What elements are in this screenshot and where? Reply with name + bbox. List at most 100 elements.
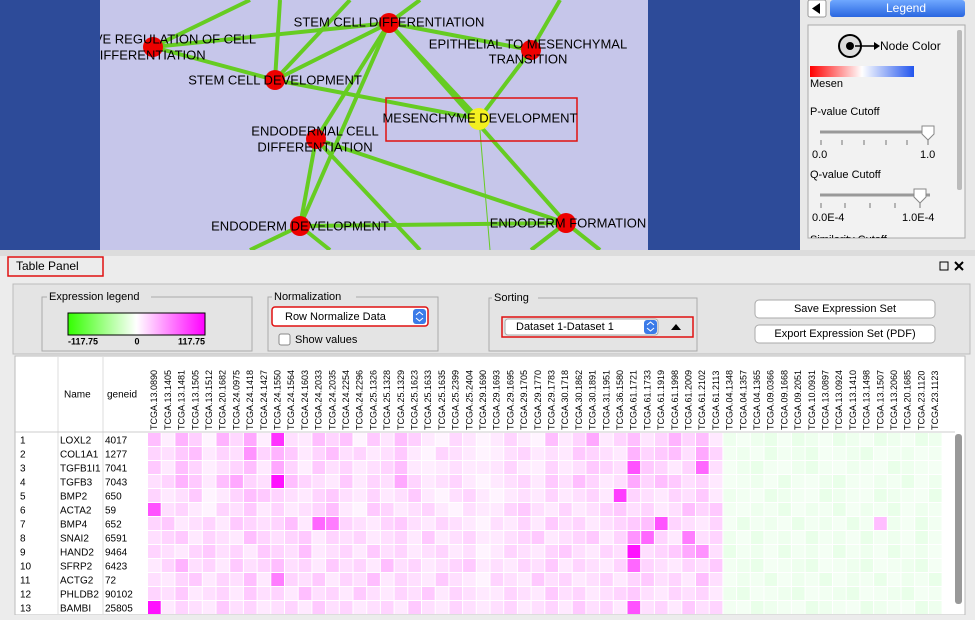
heatmap-cell [353, 559, 367, 572]
edge [152, 21, 390, 49]
node[interactable] [265, 70, 285, 90]
heatmap-cell [408, 447, 421, 460]
heatmap-cell [600, 461, 613, 474]
node[interactable] [290, 216, 310, 236]
heatmap-cell [298, 447, 312, 460]
heatmap-cell [476, 545, 490, 558]
node[interactable] [521, 40, 541, 60]
node-label: STEM CELL DEVELOPMENT [188, 72, 362, 87]
heatmap-cell [682, 447, 695, 460]
gene-name: BMP2 [60, 492, 88, 503]
column-header: TCGA.29.1695 [505, 370, 515, 430]
save-button[interactable] [754, 299, 936, 319]
edge [274, 78, 480, 121]
heatmap-cell [394, 447, 408, 460]
heatmap-cell [641, 475, 654, 488]
edge [273, 0, 282, 81]
heatmap-cell [778, 503, 791, 516]
table-scrollbar[interactable] [955, 434, 962, 604]
legend-scrollbar[interactable] [957, 30, 962, 190]
heatmap-cell [696, 559, 709, 572]
column-header: TCGA.36.1580 [615, 370, 625, 430]
column-header: TCGA.29.1693 [492, 370, 502, 430]
edge [477, 48, 533, 121]
row-index: 4 [20, 478, 26, 489]
heatmap-cell [517, 545, 531, 558]
heatmap-cell [915, 447, 928, 460]
heatmap-cell [600, 475, 613, 488]
node[interactable] [306, 129, 326, 149]
heatmap-cell [285, 447, 298, 460]
heatmap-cell [175, 587, 189, 600]
heatmap-cell [490, 433, 504, 446]
heatmap-cell [791, 601, 805, 614]
heatmap-cell [161, 475, 175, 488]
row-index: 6 [20, 506, 26, 517]
heatmap-cell [298, 489, 312, 502]
heatmap-cell [243, 531, 257, 544]
heatmap-cell [408, 503, 421, 516]
node[interactable] [143, 37, 163, 57]
heatmap-cell [463, 489, 476, 502]
qvalue-thumb[interactable] [913, 188, 927, 204]
heatmap-cell [449, 573, 463, 586]
heatmap-cell [490, 503, 504, 516]
float-button[interactable] [939, 261, 949, 271]
heatmap-cell [463, 573, 476, 586]
heatmap-cell [668, 559, 682, 572]
heatmap-cell [586, 573, 600, 586]
heatmap-cell [860, 503, 874, 516]
splitter[interactable] [0, 250, 975, 256]
heatmap-cell [805, 573, 819, 586]
close-button[interactable] [954, 261, 964, 271]
heatmap-cell [202, 475, 216, 488]
heatmap-cell [887, 503, 901, 516]
heatmap-cell [641, 601, 654, 614]
heatmap-cell [846, 461, 860, 474]
heatmap-cell [161, 587, 175, 600]
heatmap-cell [791, 461, 805, 474]
heatmap-cell [435, 545, 449, 558]
heatmap-cell [326, 587, 339, 600]
heatmap-cell [600, 545, 613, 558]
pvalue-thumb[interactable] [921, 125, 935, 141]
heatmap-cell [928, 601, 942, 614]
heatmap-cell [613, 517, 627, 530]
heatmap-cell [545, 517, 558, 530]
node[interactable] [556, 213, 576, 233]
column-header: TCGA.24.1564 [286, 370, 296, 430]
expression-mid: 0 [134, 336, 139, 346]
export-button[interactable] [754, 324, 936, 344]
gene-id: 7041 [105, 464, 128, 475]
heatmap-cell [271, 545, 284, 558]
sorting-select[interactable] [504, 318, 659, 336]
heatmap-cell [504, 447, 517, 460]
heatmap-cell [257, 587, 271, 600]
heatmap-cell [559, 573, 572, 586]
heatmap-cell [326, 503, 339, 516]
heatmap-cell [216, 517, 230, 530]
heatmap-cell [175, 545, 189, 558]
show-values-checkbox[interactable] [278, 333, 291, 346]
heatmap-cell [613, 489, 627, 502]
sort-order-button[interactable] [671, 324, 681, 330]
heatmap-cell [257, 545, 271, 558]
table-panel-title: Table Panel [16, 259, 79, 273]
heatmap-cell [600, 433, 613, 446]
heatmap-cell [750, 503, 764, 516]
node[interactable] [379, 13, 399, 33]
normalization-select[interactable] [271, 306, 429, 327]
legend-button[interactable] [830, 0, 965, 17]
heatmap-cell [860, 447, 874, 460]
heatmap-cell [791, 517, 805, 530]
heatmap-cell [216, 489, 230, 502]
column-header: Name [64, 390, 91, 401]
heatmap-cell [545, 447, 558, 460]
node-selected[interactable] [468, 108, 490, 130]
heatmap-cell [394, 601, 408, 614]
heatmap-cell [915, 545, 928, 558]
heatmap-cell [750, 573, 764, 586]
heatmap-cell [504, 475, 517, 488]
heatmap-cell [915, 517, 928, 530]
heatmap-cell [600, 531, 613, 544]
